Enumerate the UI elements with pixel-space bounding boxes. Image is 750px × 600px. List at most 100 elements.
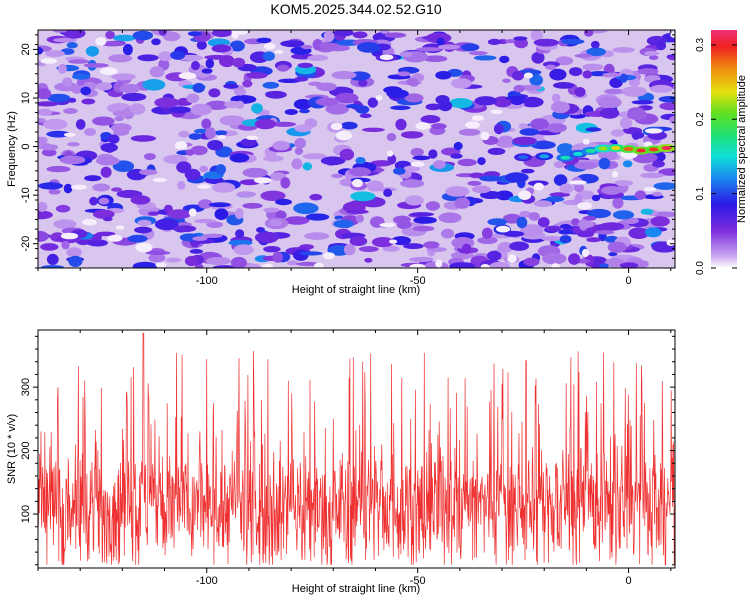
- heatmap-blob: [174, 141, 188, 150]
- heatmap-blob: [178, 72, 197, 80]
- heatmap-blob: [299, 109, 310, 114]
- heatmap-blob: [652, 191, 663, 197]
- heatmap-blob: [502, 78, 511, 83]
- heatmap-blob: [473, 55, 497, 61]
- heatmap-blob: [530, 140, 556, 150]
- heatmap-blob: [438, 212, 462, 223]
- heatmap-blob: [233, 244, 254, 256]
- heatmap-blob: [397, 71, 411, 77]
- heatmap-blob: [512, 136, 537, 146]
- heatmap-blob: [192, 82, 205, 93]
- colorbar: 0.0 0.1 0.2 0.3 Normalized spectral amplitu…: [695, 30, 748, 275]
- heatmap-blob: [167, 209, 192, 219]
- heatmap-blob: [582, 63, 604, 71]
- heatmap-blob: [82, 218, 97, 226]
- heatmap-blob: [254, 177, 272, 184]
- heatmap-blob: [234, 208, 244, 220]
- heatmap-blob: [423, 55, 448, 62]
- heatmap-blob: [280, 177, 291, 189]
- heatmap-blob: [652, 160, 665, 168]
- heatmap-blob: [201, 68, 213, 74]
- heatmap-blob: [533, 200, 553, 208]
- heatmap-blob: [529, 74, 543, 86]
- heatmap-blob: [144, 153, 156, 161]
- heatmap-blob: [63, 132, 76, 137]
- heatmap-blob: [214, 208, 229, 220]
- heatmap-blob: [47, 93, 71, 103]
- x-tick-label: 0: [626, 275, 632, 287]
- heatmap-blob: [553, 174, 568, 186]
- heatmap-blob: [68, 97, 77, 103]
- heatmap-blob: [121, 92, 147, 102]
- heatmap-blob: [190, 145, 208, 156]
- heatmap-blob: [493, 123, 504, 135]
- heatmap-blob: [38, 210, 53, 220]
- heatmap-blob: [454, 197, 471, 209]
- heatmap-blob: [599, 263, 609, 268]
- heatmap-blob: [555, 56, 574, 66]
- heatmap-blob: [62, 77, 73, 87]
- heatmap-blob: [330, 122, 343, 131]
- heatmap-blob: [132, 30, 154, 41]
- heatmap-blob: [130, 135, 157, 142]
- heatmap-blob: [224, 100, 242, 109]
- y-tick-label: -10: [20, 187, 32, 203]
- heatmap-blob: [38, 230, 49, 242]
- heatmap-blob: [219, 115, 245, 126]
- heatmap-blob: [57, 63, 67, 74]
- heatmap-blob: [428, 149, 438, 159]
- heatmap-blob: [43, 118, 68, 130]
- heatmap-blob: [383, 188, 393, 197]
- spectrogram-panel: -100 -50 0 20 10 0 -10 -20 Height of straight l…: [6, 29, 676, 296]
- heatmap-blob: [201, 233, 223, 238]
- heatmap-blob: [404, 93, 424, 103]
- heatmap-blob: [229, 40, 245, 52]
- heatmap-blob: [214, 130, 228, 136]
- heatmap-blob: [435, 70, 452, 80]
- heatmap-blob: [158, 51, 173, 62]
- heatmap-blob: [577, 230, 594, 238]
- heatmap-blob: [66, 42, 78, 49]
- heatmap-blob: [254, 231, 279, 244]
- heatmap-blob: [403, 165, 421, 172]
- heatmap-blob: [280, 40, 305, 48]
- heatmap-blob: [348, 167, 371, 177]
- heatmap-blob: [400, 179, 425, 188]
- heatmap-blob: [549, 192, 570, 198]
- heatmap-blob: [533, 182, 544, 191]
- heatmap-blob: [274, 49, 284, 55]
- heatmap-blob: [653, 182, 675, 190]
- heatmap-blob: [574, 87, 586, 97]
- signal-track-core: [518, 155, 529, 160]
- heatmap-blob: [650, 216, 670, 227]
- heatmap-blob: [415, 122, 431, 130]
- heatmap-blob: [632, 152, 658, 164]
- heatmap-blob: [316, 82, 337, 92]
- heatmap-blob: [571, 218, 580, 226]
- heatmap-blob: [139, 169, 158, 176]
- heatmap-blob: [60, 232, 79, 240]
- heatmap-blob: [357, 42, 381, 53]
- heatmap-blob: [656, 40, 667, 51]
- heatmap-blob: [400, 131, 424, 139]
- heatmap-blob: [558, 229, 573, 235]
- heatmap-blob: [286, 260, 298, 266]
- heatmap-blob: [545, 225, 562, 232]
- heatmap-blob: [41, 148, 57, 157]
- heatmap-blob: [480, 191, 502, 199]
- heatmap-blob: [155, 262, 167, 268]
- heatmap-blob: [112, 34, 136, 42]
- heatmap-blob: [465, 121, 480, 129]
- heatmap-blob: [217, 135, 226, 140]
- heatmap-blob: [83, 63, 109, 68]
- heatmap-blob: [189, 249, 203, 254]
- heatmap-blob: [551, 93, 561, 103]
- heatmap-blob: [92, 209, 115, 219]
- signal-track-core: [539, 154, 550, 159]
- heatmap-blob: [236, 30, 248, 35]
- heatmap-blob: [413, 216, 437, 224]
- heatmap-blob: [262, 51, 275, 61]
- heatmap-blob: [608, 252, 618, 257]
- heatmap-blob: [219, 55, 235, 68]
- heatmap-blob: [302, 162, 313, 171]
